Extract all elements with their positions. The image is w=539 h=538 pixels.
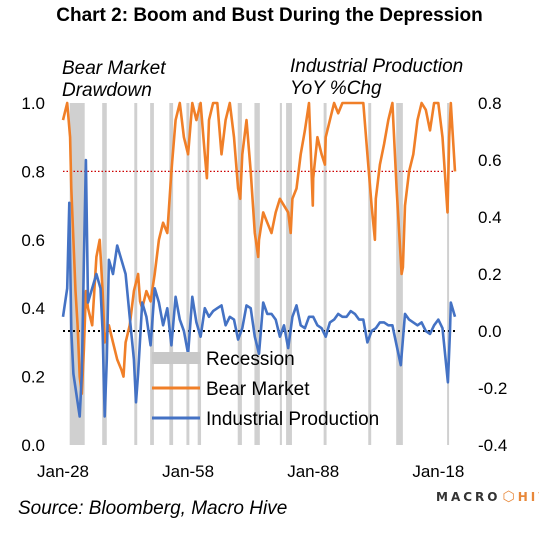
brand-logo: MACRO⬡HIVE	[436, 489, 539, 505]
recession-band	[150, 103, 154, 445]
recession-band	[279, 103, 282, 445]
recession-band	[169, 103, 174, 445]
recession-band	[102, 103, 107, 445]
left-tick-label: 0.2	[21, 368, 45, 387]
legend-label: Bear Market	[206, 379, 310, 400]
right-tick-label: -0.4	[478, 436, 507, 455]
recession-band	[237, 103, 242, 445]
bear-market-series	[61, 101, 457, 396]
right-tick-label: 0.2	[478, 265, 502, 284]
right-tick-label: 0.4	[478, 208, 502, 227]
left-tick-label: 0.8	[21, 162, 45, 181]
right-tick-label: 0.0	[478, 322, 502, 341]
legend-swatch-recession	[152, 352, 200, 364]
recession-band	[447, 103, 450, 445]
right-tick-label: 0.8	[478, 94, 502, 113]
industrial-production-series	[61, 158, 457, 418]
recession-band	[254, 103, 260, 445]
chart-title: Chart 2: Boom and Bust During the Depres…	[56, 5, 483, 26]
x-tick-label: Jan-88	[287, 462, 339, 481]
x-tick-label: Jan-58	[162, 462, 214, 481]
right-tick-label: 0.6	[478, 151, 502, 170]
x-tick-label: Jan-18	[412, 462, 464, 481]
right-axis-title: Industrial Production YoY %Chg	[290, 56, 464, 99]
left-axis-title: Bear Market Drawdown	[62, 58, 166, 101]
recession-band	[396, 103, 403, 445]
recession-band	[197, 103, 202, 445]
right-tick-label: -0.2	[478, 379, 507, 398]
recession-band	[186, 103, 190, 445]
x-tick-label: Jan-28	[37, 462, 89, 481]
left-tick-label: 0.6	[21, 231, 45, 250]
left-tick-label: 0.0	[21, 436, 45, 455]
source-note: Source: Bloomberg, Macro Hive	[18, 498, 288, 519]
left-tick-label: 0.4	[21, 299, 45, 318]
legend-label: Industrial Production	[206, 409, 379, 430]
recession-band	[134, 103, 138, 445]
recession-band	[286, 103, 292, 445]
legend-label: Recession	[206, 349, 295, 370]
recession-band	[323, 103, 327, 445]
left-tick-label: 1.0	[21, 94, 45, 113]
recession-band	[368, 103, 372, 445]
